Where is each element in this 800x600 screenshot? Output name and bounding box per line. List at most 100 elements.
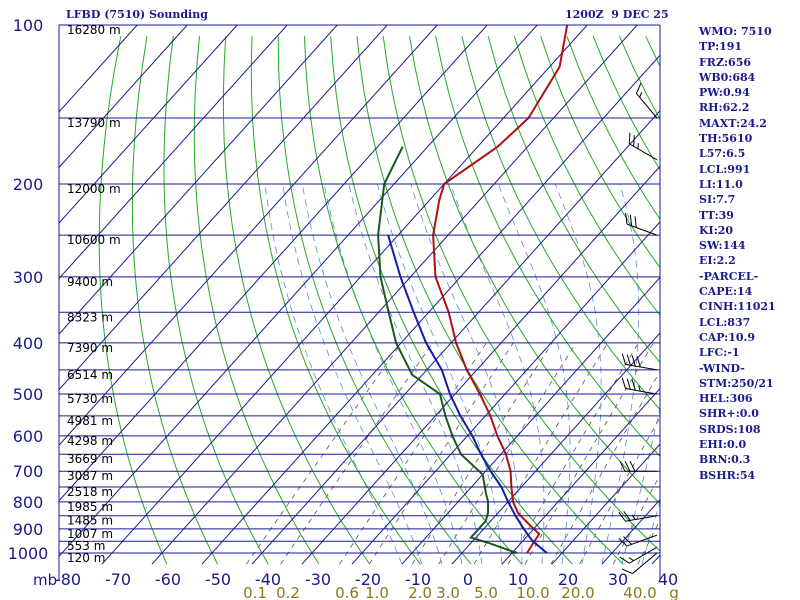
- height-label: 1485 m: [67, 514, 113, 528]
- moist-adiabat: [264, 183, 403, 565]
- mixing-ratio-label: 0.6: [335, 584, 359, 600]
- index-item: WMO: 7510: [699, 25, 772, 38]
- moist-adiabat: [282, 183, 423, 565]
- index-item: SRDS:108: [699, 422, 761, 436]
- parcel-profile: [387, 234, 548, 554]
- isotherm: [151, 25, 638, 565]
- mixing-ratio-line: [438, 342, 577, 565]
- mixing-ratio-line: [368, 342, 514, 565]
- moist-adiabat: [621, 405, 660, 565]
- moist-adiabat: [377, 183, 503, 565]
- pressure-tick-label: 200: [13, 175, 44, 194]
- height-label: 16280 m: [67, 23, 121, 37]
- height-label: 13790 m: [67, 116, 121, 130]
- isotherm: [59, 25, 188, 169]
- wind-barb: [618, 511, 658, 522]
- mixing-ratio-line: [507, 342, 639, 565]
- mixing-ratio-line: [524, 342, 654, 565]
- temperature-tick-label: 10: [508, 570, 528, 589]
- index-item: FRZ:656: [699, 55, 752, 69]
- dry-adiabat: [540, 36, 660, 269]
- index-item: HEL:306: [699, 392, 753, 406]
- isotherm: [59, 25, 488, 502]
- height-label: 6514 m: [67, 368, 113, 382]
- dry-adiabat: [777, 36, 800, 564]
- isotherm: [59, 25, 338, 335]
- index-item: CINH:11021: [699, 300, 776, 314]
- isotherm: [59, 25, 238, 224]
- height-label: 4298 m: [67, 434, 113, 448]
- height-label: 8323 m: [67, 310, 113, 324]
- temperature-tick-label: -50: [205, 570, 231, 589]
- mixing-ratio-label: 3.0: [436, 584, 460, 600]
- index-item: LFC:-1: [699, 346, 740, 360]
- mixing-ratio-line: [339, 342, 487, 565]
- index-item: MAXT:24.2: [699, 116, 767, 130]
- mixing-ratio-line: [280, 342, 434, 565]
- index-item: TT:39: [699, 208, 734, 222]
- dry-adiabat: [250, 36, 421, 565]
- isotherm: [201, 54, 660, 565]
- height-label: 5730 m: [67, 392, 113, 406]
- wind-barb: [618, 534, 658, 547]
- index-item: BRN:0.3: [699, 453, 751, 467]
- wind-barb: [621, 377, 658, 395]
- height-label: 1985 m: [67, 500, 113, 514]
- pressure-tick-label: 1000: [8, 544, 49, 563]
- dry-adiabat: [409, 36, 660, 505]
- temperature-tick-label: 20: [558, 570, 578, 589]
- mixing-ratio-label: 2.0: [408, 584, 432, 600]
- index-item: EHI:0.0: [699, 438, 747, 452]
- index-item: SHR+:0.0: [699, 407, 759, 421]
- dry-adiabat: [435, 36, 660, 458]
- height-label: 120 m: [67, 551, 105, 565]
- mixing-ratio-line: [411, 342, 553, 565]
- height-label: 7390 m: [67, 341, 113, 355]
- index-item: LCL:991: [699, 162, 751, 176]
- pressure-tick-label: 600: [13, 427, 44, 446]
- wind-barb: [621, 353, 658, 371]
- isotherm: [451, 332, 660, 565]
- index-item: -PARCEL-: [699, 269, 759, 283]
- isotherm: [59, 25, 388, 391]
- index-item: LI:11.0: [699, 177, 743, 191]
- sounding-title: LFBD (7510) Sounding: [66, 8, 208, 21]
- temperature-tick-label: -40: [255, 570, 281, 589]
- indices-panel: WMO: 7510 TP:191 FRZ:656 WB0:684 PW:0.94 RH:6…: [699, 24, 776, 483]
- temperature-tick-label: -60: [155, 570, 181, 589]
- mixing-ratio-label: 5.0: [474, 584, 498, 600]
- pressure-tick-label: 800: [13, 493, 44, 512]
- isotherm: [501, 387, 660, 565]
- mixing-ratio-label: 10.0: [516, 584, 549, 600]
- pressure-tick-label: 100: [13, 16, 44, 35]
- isotherm: [59, 25, 538, 558]
- mixing-ratio-label: 0.1: [243, 584, 267, 600]
- moist-adiabat: [601, 183, 640, 565]
- plot-area: [59, 25, 800, 565]
- pressure-tick-label: 300: [13, 268, 44, 287]
- dry-adiabat: [330, 36, 573, 565]
- index-item: LCL:837: [699, 315, 751, 329]
- pressure-tick-label: 500: [13, 385, 44, 404]
- index-item: WB0:684: [699, 70, 756, 84]
- mixing-ratio-label: 40.0: [623, 584, 656, 600]
- isotherm: [301, 165, 660, 565]
- height-label: 2518 m: [67, 485, 113, 499]
- isotherm: [59, 25, 138, 113]
- index-item: STM:250/21: [699, 376, 774, 390]
- dry-adiabat: [513, 36, 660, 316]
- wind-barb: [635, 83, 658, 119]
- mixing-ratio-label: g: [669, 584, 679, 600]
- height-label: 10600 m: [67, 233, 121, 247]
- moist-adiabat: [497, 183, 571, 565]
- mixing-ratio-label: 0.2: [276, 584, 300, 600]
- temperature-tick-label: -70: [105, 570, 131, 589]
- index-item: EI:2.2: [699, 254, 736, 268]
- dewpoint-profile: [377, 146, 518, 554]
- temperature-tick-label: -10: [405, 570, 431, 589]
- index-item: SI:7.7: [699, 193, 736, 207]
- dry-adiabat: [487, 36, 660, 364]
- index-item: CAPE:14: [699, 285, 753, 299]
- dry-adiabat: [382, 36, 660, 552]
